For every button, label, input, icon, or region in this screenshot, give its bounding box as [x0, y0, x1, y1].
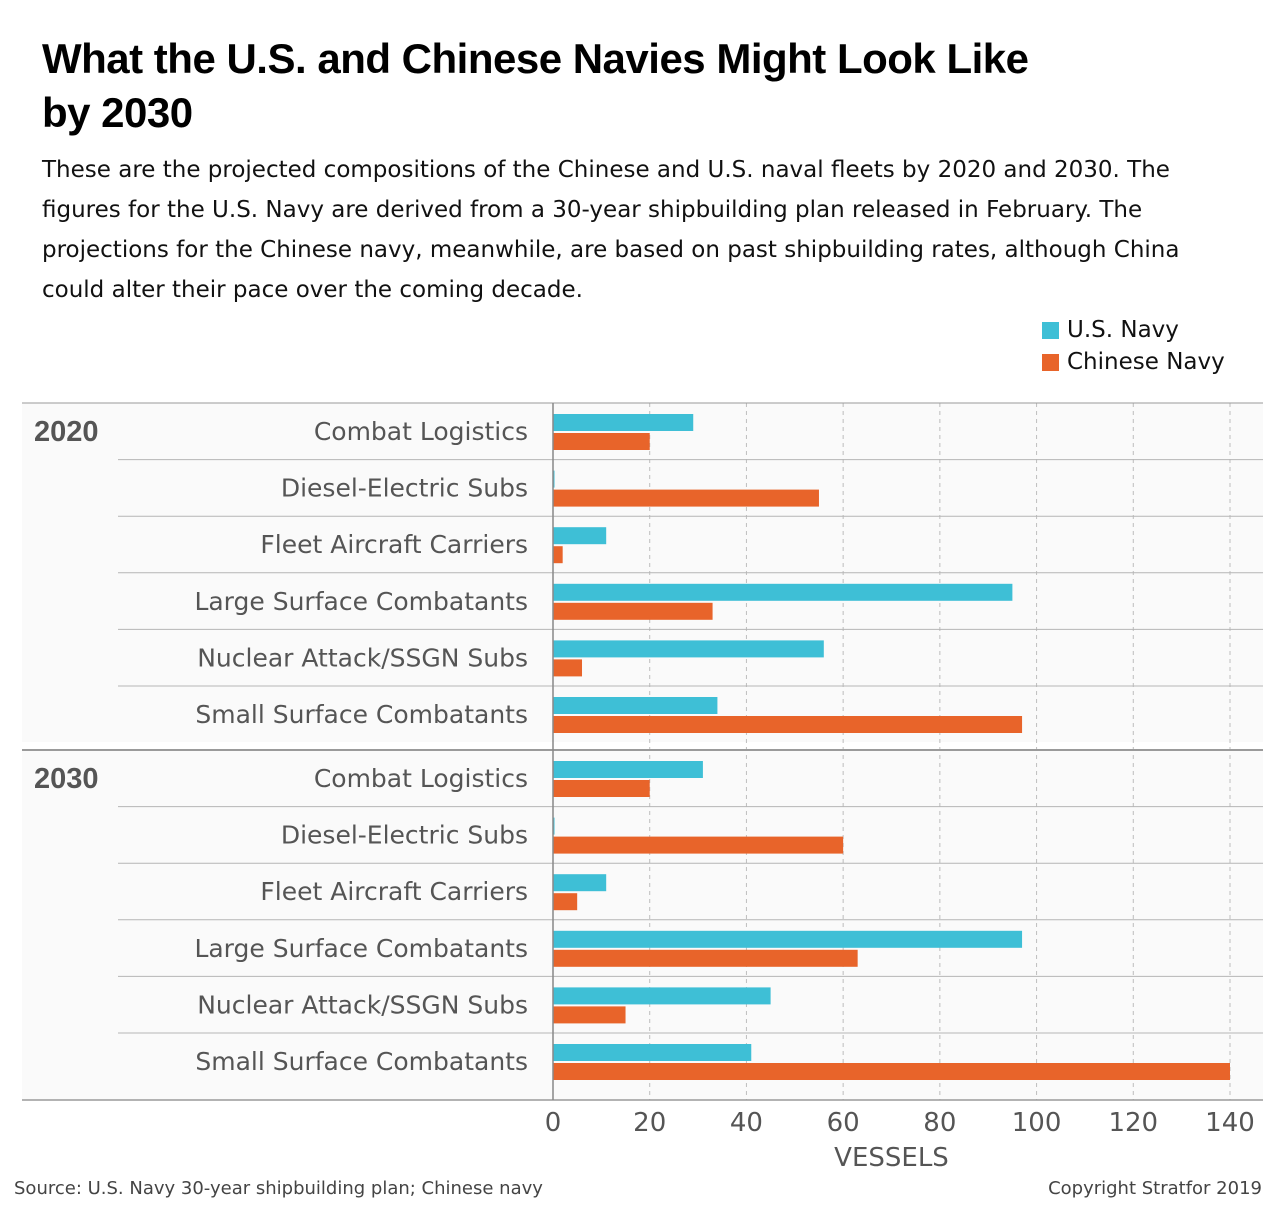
- group-label: 2020: [34, 416, 99, 448]
- x-tick-label: 60: [827, 1108, 860, 1138]
- bar-us-navy: [553, 1044, 752, 1061]
- x-tick-label: 0: [545, 1108, 562, 1138]
- bar-chinese-navy: [553, 780, 650, 797]
- legend-label-us: U.S. Navy: [1067, 317, 1179, 343]
- bar-chinese-navy: [553, 716, 1023, 733]
- legend-swatch-china: [1042, 353, 1059, 371]
- bar-us-navy: [553, 761, 703, 778]
- category-label: Nuclear Attack/SSGN Subs: [197, 990, 528, 1019]
- bar-chinese-navy: [553, 1006, 626, 1024]
- bar-us-navy: [553, 697, 718, 714]
- bar-us-navy: [553, 987, 771, 1005]
- category-label: Diesel-Electric Subs: [281, 474, 528, 503]
- bar-chinese-navy: [553, 433, 650, 450]
- category-label: Large Surface Combatants: [194, 587, 528, 616]
- category-label: Large Surface Combatants: [194, 934, 528, 963]
- bar-chinese-navy: [553, 546, 563, 564]
- category-label: Fleet Aircraft Carriers: [260, 530, 528, 559]
- bar-chinese-navy: [553, 893, 578, 911]
- legend-swatch-us: [1042, 321, 1059, 339]
- x-tick-label: 80: [923, 1108, 956, 1138]
- bar-us-navy: [553, 640, 824, 658]
- source-note: Source: U.S. Navy 30-year shipbuilding p…: [14, 1178, 543, 1199]
- category-label: Combat Logistics: [314, 417, 528, 446]
- x-axis-label: VESSELS: [834, 1143, 949, 1173]
- bar-us-navy: [553, 874, 607, 892]
- bar-chinese-navy: [553, 489, 819, 507]
- bar-us-navy: [553, 930, 1023, 948]
- bar-us-navy: [553, 583, 1013, 601]
- x-tick-label: 140: [1205, 1108, 1255, 1138]
- bar-chinese-navy: [553, 602, 713, 620]
- legend-item-us: U.S. Navy: [1042, 314, 1225, 346]
- bar-chinese-navy: [553, 659, 583, 677]
- x-tick-label: 20: [633, 1108, 666, 1138]
- chart-title: What the U.S. and Chinese Navies Might L…: [42, 35, 1029, 136]
- bar-chinese-navy: [553, 836, 844, 854]
- category-label: Small Surface Combatants: [195, 1047, 528, 1076]
- legend-item-china: Chinese Navy: [1042, 346, 1225, 378]
- bar-us-navy: [553, 527, 607, 545]
- legend: U.S. Navy Chinese Navy: [1042, 314, 1225, 378]
- legend-label-china: Chinese Navy: [1067, 349, 1225, 375]
- copyright-note: Copyright Stratfor 2019: [1048, 1178, 1262, 1199]
- chart-subtitle: These are the projected compositions of …: [42, 157, 1180, 303]
- x-tick-label: 120: [1108, 1108, 1158, 1138]
- bar-chinese-navy: [553, 1063, 1230, 1080]
- x-tick-label: 100: [1012, 1108, 1062, 1138]
- group-label: 2030: [34, 763, 99, 795]
- bar-chinese-navy: [553, 949, 858, 967]
- category-label: Small Surface Combatants: [195, 700, 528, 729]
- bar-us-navy: [553, 414, 694, 431]
- category-label: Fleet Aircraft Carriers: [260, 877, 528, 906]
- group-panel: [22, 750, 1263, 1100]
- category-label: Nuclear Attack/SSGN Subs: [197, 643, 528, 672]
- category-label: Diesel-Electric Subs: [281, 821, 528, 850]
- x-tick-label: 40: [730, 1108, 763, 1138]
- category-label: Combat Logistics: [314, 764, 528, 793]
